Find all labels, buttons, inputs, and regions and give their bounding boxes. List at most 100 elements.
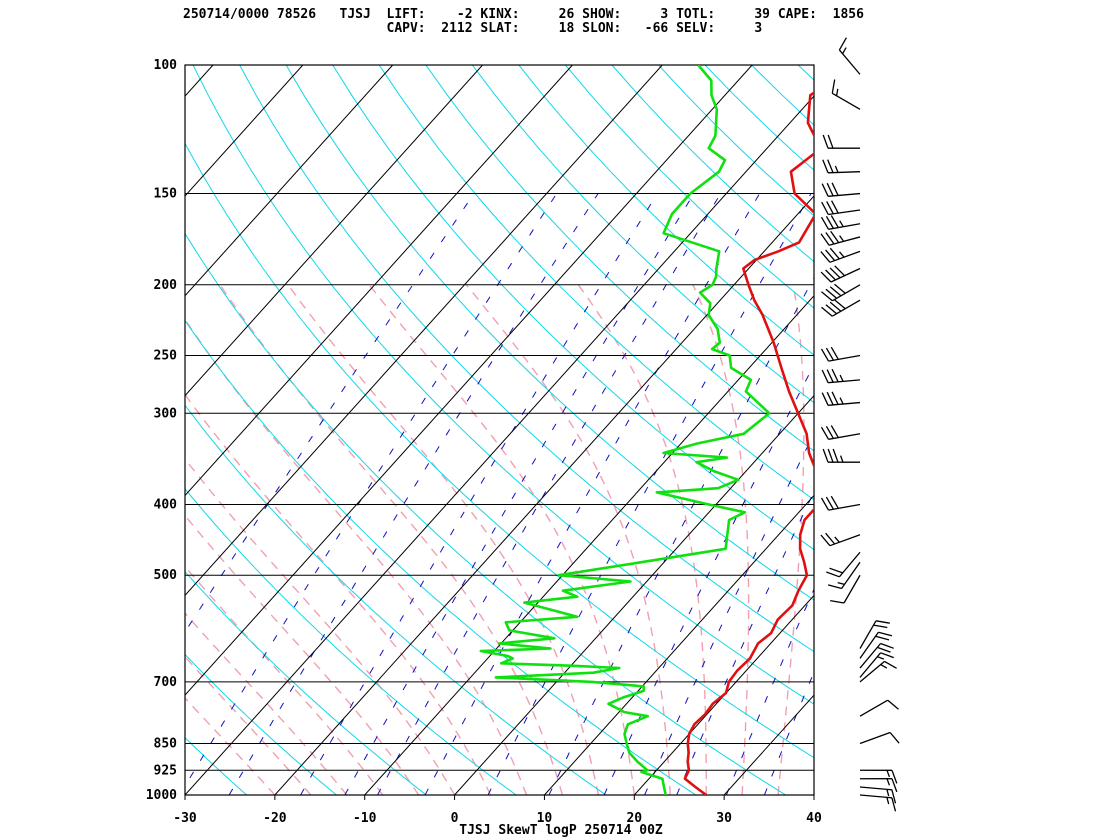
barb-feather <box>880 642 894 649</box>
wind-barb <box>821 368 861 384</box>
barb-feather <box>831 79 836 94</box>
barb-shaft <box>859 652 882 678</box>
mixing-ratio-line <box>185 193 475 633</box>
barb-shaft <box>831 299 861 317</box>
barb-feather <box>820 216 830 230</box>
barb-feather <box>825 269 836 281</box>
temperature-tick-label: 20 <box>626 811 642 826</box>
barb-half-feather <box>839 455 844 463</box>
barb-feather <box>822 134 829 149</box>
barb-feather <box>891 797 897 812</box>
barb-shaft <box>859 731 891 745</box>
barb-shaft <box>841 561 861 589</box>
wind-barb <box>859 778 898 793</box>
barb-feather <box>830 215 839 228</box>
barb-shaft <box>831 284 861 302</box>
wind-barb <box>822 448 861 463</box>
dry-adiabat <box>185 736 247 795</box>
pressure-tick-label: 300 <box>154 406 178 421</box>
barb-half-feather <box>839 374 844 382</box>
barb-feather <box>831 200 839 214</box>
profile-lines <box>479 65 814 795</box>
dry-adiabat <box>565 65 814 309</box>
barb-feather <box>820 497 830 511</box>
pressure-tick-label: 400 <box>154 498 178 513</box>
wind-barb <box>859 652 894 678</box>
barb-half-feather <box>837 581 845 586</box>
barb-half-feather <box>839 235 845 242</box>
barb-feather <box>821 392 829 406</box>
barb-half-feather <box>877 656 885 660</box>
moist-adiabat <box>692 284 750 795</box>
barb-feather <box>825 304 838 315</box>
header-line-2: CAPV: 2112 SLAT: 18 SLON: -66 SELV: 3 <box>183 21 763 36</box>
barb-shaft <box>859 794 892 799</box>
barb-feather <box>826 369 834 383</box>
barb-feather <box>834 283 846 294</box>
barb-feather <box>884 660 897 669</box>
pressure-tick-label: 925 <box>154 763 177 778</box>
barb-shaft <box>859 786 892 791</box>
barb-feather <box>822 159 829 174</box>
wind-barb <box>859 620 890 649</box>
barb-feather <box>820 348 830 362</box>
dry-adiabat <box>751 65 814 126</box>
dry-adiabat <box>192 65 814 705</box>
barb-shaft <box>831 92 861 110</box>
barb-shaft <box>828 209 861 216</box>
dry-adiabat <box>984 65 1120 795</box>
mixing-ratio-line <box>300 193 658 795</box>
barb-feather <box>830 495 839 509</box>
wind-barb <box>820 247 861 263</box>
wind-barb <box>822 159 861 174</box>
barb-feather <box>820 426 830 440</box>
header-line-1: 250714/0000 78526 TJSJ LIFT: -2 KINX: 26… <box>183 7 864 22</box>
barb-feather <box>821 369 829 383</box>
barb-feather <box>831 182 839 196</box>
barb-feather <box>820 251 831 263</box>
barb-half-feather <box>880 664 888 669</box>
mixing-ratio-line <box>487 193 812 795</box>
wind-barb <box>831 79 861 110</box>
barb-feather <box>821 201 829 215</box>
wind-barb <box>820 495 861 511</box>
isotherm <box>0 65 33 795</box>
barb-shaft <box>828 401 861 406</box>
barb-feather <box>827 584 842 590</box>
barb-shaft <box>828 433 861 440</box>
wind-barb <box>820 425 861 440</box>
wind-barb <box>821 200 861 216</box>
barb-feather <box>830 599 845 604</box>
barb-half-feather <box>835 88 839 96</box>
isotherm <box>274 195 814 795</box>
barb-feather <box>877 646 891 653</box>
wind-barb <box>859 642 894 669</box>
pressure-tick-label: 1000 <box>146 788 177 803</box>
wind-barb <box>821 283 861 302</box>
pressure-tick-label: 200 <box>154 278 178 293</box>
pressure-tick-label: 100 <box>154 58 178 73</box>
barb-feather <box>826 182 834 197</box>
isotherm <box>813 794 814 795</box>
barb-feather <box>873 624 888 629</box>
wind-barb <box>859 794 897 812</box>
dry-adiabat <box>185 404 607 795</box>
mixing-ratio-line <box>344 193 695 795</box>
barb-shaft <box>828 379 861 384</box>
temperature-tick-label: -10 <box>353 811 377 826</box>
wind-barb <box>820 265 861 283</box>
wind-barb <box>821 391 861 406</box>
wind-barb <box>859 631 893 659</box>
moist-adiabat <box>185 514 420 795</box>
plot-frame <box>184 64 815 796</box>
moist-adiabat <box>185 393 492 795</box>
barb-feather <box>830 230 840 243</box>
barb-feather <box>826 201 834 215</box>
mixing-ratio-line <box>185 193 558 787</box>
barb-feather <box>827 134 834 149</box>
barb-feather <box>838 37 847 51</box>
dry-adiabat <box>239 65 814 653</box>
barb-half-feather <box>886 797 890 805</box>
dry-adiabat <box>797 65 814 81</box>
barb-feather <box>825 496 834 510</box>
